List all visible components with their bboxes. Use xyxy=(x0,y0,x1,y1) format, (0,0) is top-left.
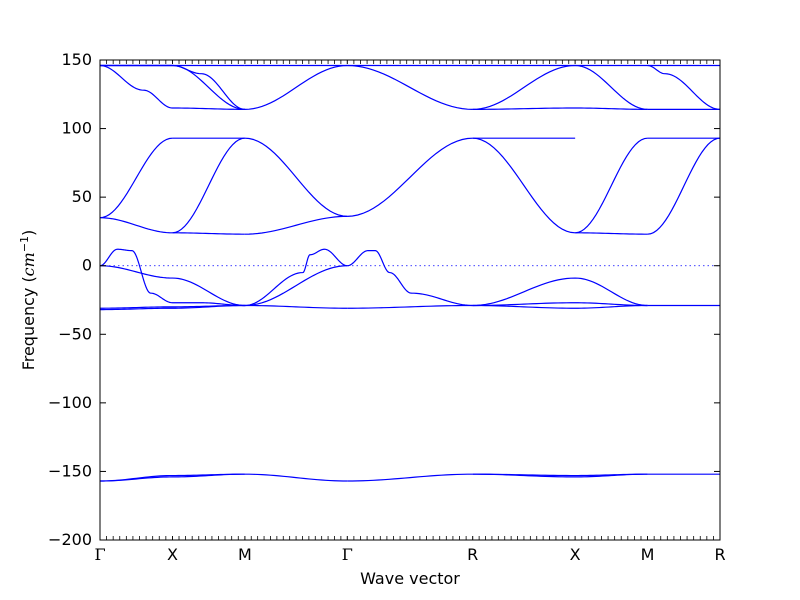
x-tick-label: M xyxy=(641,545,655,564)
phonon-band-33 xyxy=(100,304,245,311)
phonon-band-2 xyxy=(100,64,245,110)
phonon-band-28 xyxy=(647,137,720,235)
plot-area xyxy=(99,59,721,541)
phonon-band-38 xyxy=(347,304,473,309)
y-tick-label: −100 xyxy=(48,393,92,412)
y-tick-label: 50 xyxy=(72,187,92,206)
phonon-band-24 xyxy=(472,137,576,234)
phonon-bands xyxy=(100,64,720,482)
phonon-band-10 xyxy=(472,107,648,110)
phonon-band-30 xyxy=(100,248,245,307)
phonon-band-34 xyxy=(244,248,348,307)
phonon-band-16 xyxy=(100,137,173,219)
phonon-band-21 xyxy=(244,137,348,217)
phonon-band-46 xyxy=(347,473,473,482)
phonon-band-48 xyxy=(472,473,648,477)
phonon-band-39 xyxy=(472,277,648,307)
x-tick-label: Γ xyxy=(94,545,105,564)
x-axis-label: Wave vector xyxy=(360,569,460,588)
x-tick-label: M xyxy=(238,545,252,564)
phonon-band-7 xyxy=(347,64,473,110)
x-tick-label: X xyxy=(570,545,581,564)
y-axis-label-suffix: ) xyxy=(19,230,38,236)
phonon-band-3 xyxy=(100,64,245,110)
phonon-band-9 xyxy=(472,64,576,110)
y-axis-label-exponent: −1 xyxy=(18,236,31,252)
phonon-band-40 xyxy=(472,302,648,307)
phonon-band-17 xyxy=(100,217,173,234)
phonon-band-5 xyxy=(244,64,348,110)
y-axis-label-unit: cm xyxy=(19,252,38,276)
phonon-band-20 xyxy=(172,232,245,235)
phonon-band-41 xyxy=(472,304,648,309)
x-tick-label: R xyxy=(714,545,725,564)
y-tick-label: 150 xyxy=(61,50,92,69)
phonon-band-18 xyxy=(172,137,245,234)
phonon-band-27 xyxy=(575,137,648,234)
phonon-band-22 xyxy=(244,215,348,235)
phonon-band-45 xyxy=(244,473,348,482)
y-tick-label: −150 xyxy=(48,461,92,480)
phonon-band-1 xyxy=(100,64,245,110)
y-tick-label: −50 xyxy=(58,324,92,343)
phonon-band-36 xyxy=(244,304,348,309)
phonon-band-31 xyxy=(100,265,245,307)
y-tick-label: 100 xyxy=(61,119,92,138)
phonon-band-26 xyxy=(575,232,648,235)
phonon-band-23 xyxy=(347,137,473,217)
plot-frame xyxy=(99,59,721,541)
y-tick-label: −200 xyxy=(48,530,92,549)
y-tick-label: 0 xyxy=(82,256,92,275)
phonon-band-35 xyxy=(244,265,348,307)
phonon-band-13 xyxy=(647,64,720,110)
x-tick-label: Γ xyxy=(342,545,353,564)
y-axis-label: Frequency (cm−1) xyxy=(18,230,39,371)
x-tick-label: X xyxy=(167,545,178,564)
phonon-band-44 xyxy=(100,473,245,482)
phonon-band-12 xyxy=(575,64,648,110)
x-tick-label: R xyxy=(467,545,478,564)
phonon-band-37 xyxy=(347,250,473,307)
y-axis: 150 100 50 0 −50 −100 −150 −200 xyxy=(48,50,720,549)
y-axis-label-prefix: Frequency ( xyxy=(19,276,38,370)
